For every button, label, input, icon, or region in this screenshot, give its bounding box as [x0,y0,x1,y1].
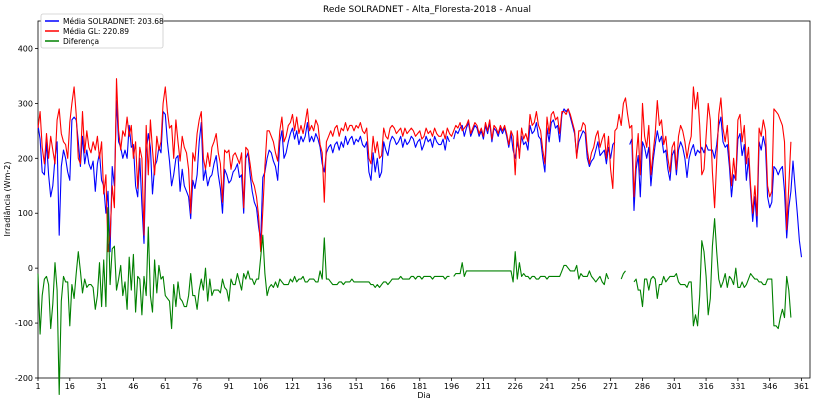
plot-frame [37,20,811,379]
x-tick-label: 61 [160,382,170,391]
y-tick-label: 100 [18,209,33,218]
x-tick-label: 46 [128,382,138,391]
y-tick-label: -200 [15,374,33,383]
legend-label-2: Diferença [63,37,99,46]
y-tick-label: -100 [15,319,33,328]
legend-label-0: Média SOLRADNET: 203.68 [63,17,164,26]
x-tick-label: 256 [571,382,586,391]
y-axis-label: Irradiância (Wm-2) [3,162,12,237]
x-tick-label: 106 [253,382,268,391]
x-tick-label: 331 [730,382,745,391]
series-line-1 [37,78,792,253]
y-tick-label: 400 [18,44,33,53]
legend-box [40,13,164,49]
y-axis: -200 -100 0 100 200 300 400 [15,44,38,383]
x-tick-label: 286 [635,382,650,391]
chart-title: Rede SOLRADNET - Alta_Floresta-2018 - An… [323,5,531,15]
x-tick-label: 196 [444,382,459,391]
y-tick-label: 300 [18,99,33,108]
x-tick-label: 346 [762,382,777,391]
x-tick-label: 91 [224,382,234,391]
series-line-0 [37,100,803,258]
x-tick-label: 181 [412,382,427,391]
legend: Média SOLRADNET: 203.68 Média GL: 220.89… [40,13,164,49]
x-tick-label: 151 [348,382,363,391]
x-tick-label: 301 [667,382,682,391]
x-tick-label: 31 [97,382,107,391]
x-tick-label: 241 [539,382,554,391]
x-tick-label: 76 [192,382,202,391]
x-tick-label: 316 [698,382,713,391]
x-axis-label: Dia [417,391,430,400]
x-tick-label: 1 [35,382,40,391]
x-tick-label: 121 [285,382,300,391]
legend-label-1: Média GL: 220.89 [63,27,129,36]
x-tick-label: 16 [65,382,75,391]
x-tick-label: 211 [476,382,491,391]
series-line-2 [37,207,792,396]
series-layer [37,78,803,396]
x-tick-label: 136 [317,382,332,391]
x-tick-label: 226 [508,382,523,391]
x-tick-label: 271 [603,382,618,391]
x-axis: 1 16 31 46 61 76 91 106 121 136 151 166 181 196 211 226… [35,378,809,391]
y-tick-label: 0 [28,264,33,273]
x-tick-label: 361 [794,382,809,391]
x-tick-label: 166 [380,382,395,391]
y-tick-label: 200 [18,154,33,163]
